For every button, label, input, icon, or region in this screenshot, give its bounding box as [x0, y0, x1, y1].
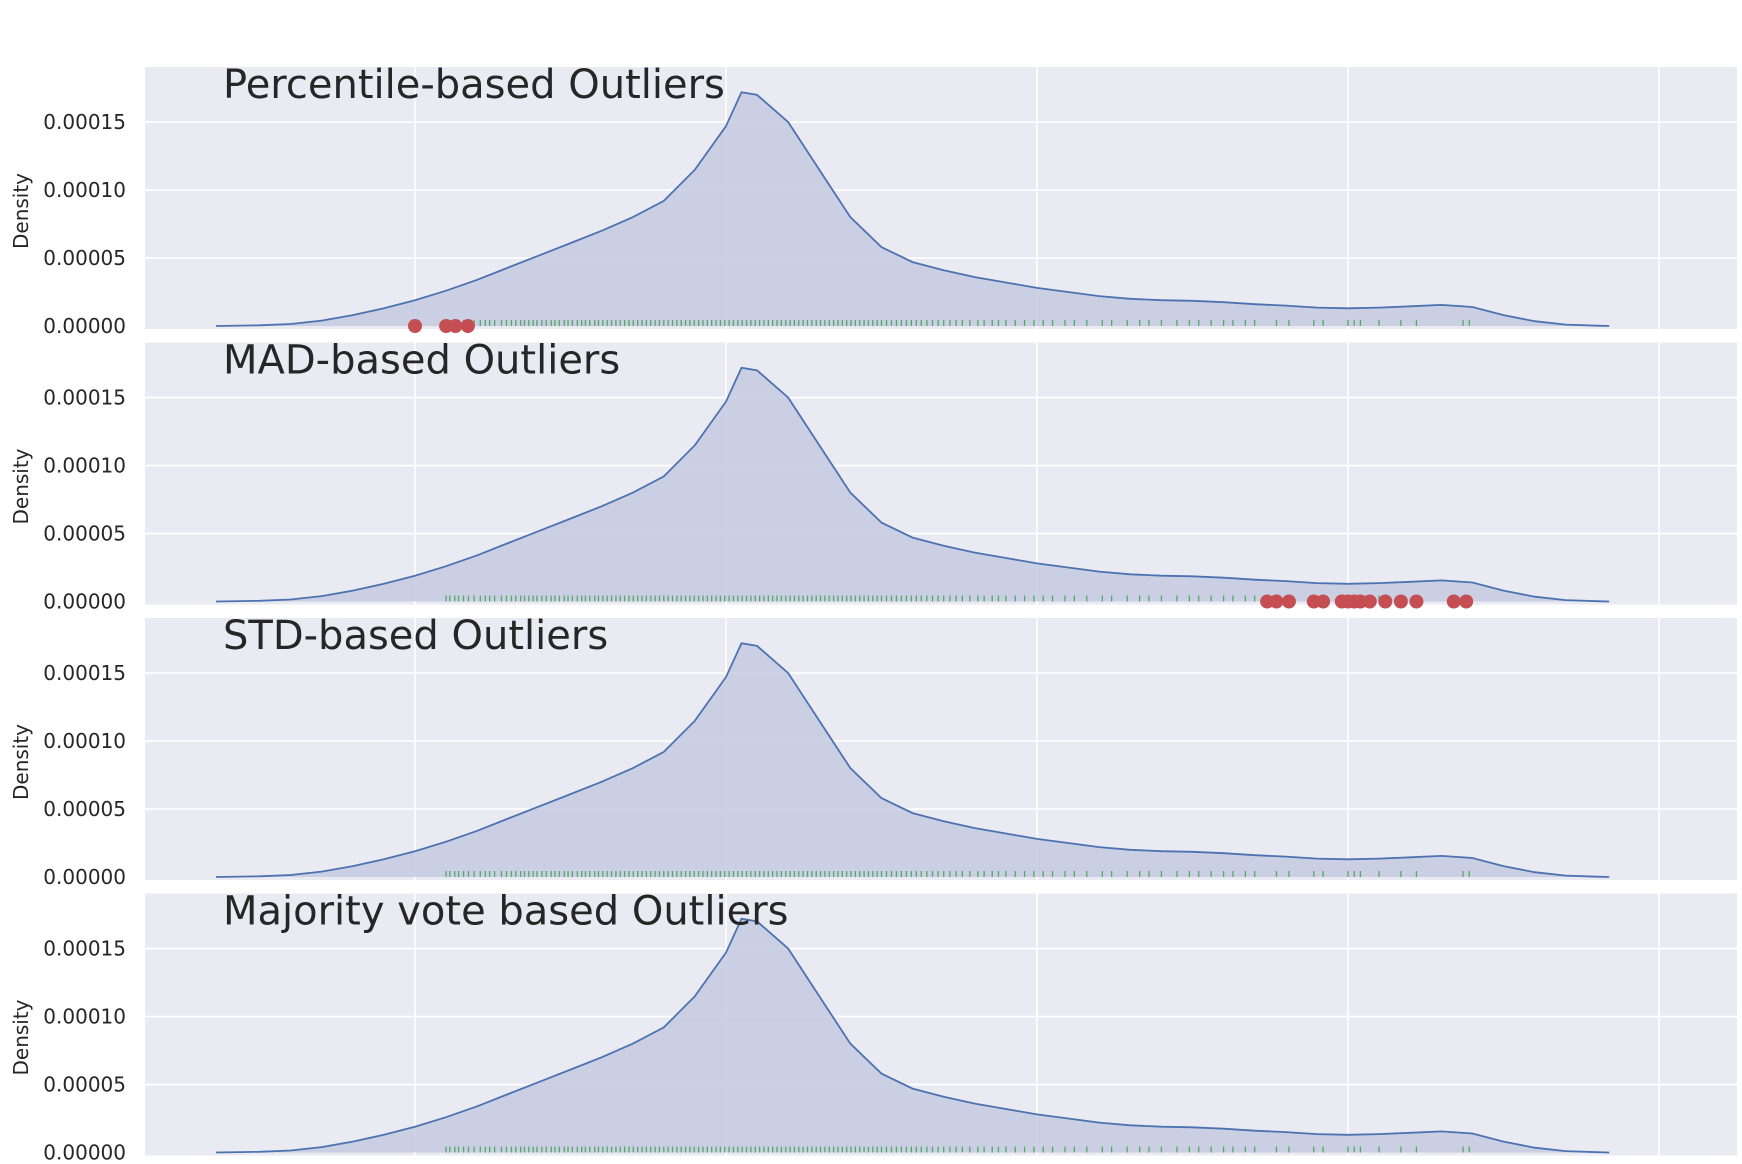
outlier-point — [460, 319, 475, 333]
outlier-point — [1393, 594, 1408, 609]
subplot-title: Percentile-based Outliers — [223, 62, 725, 108]
kde-line — [215, 917, 1610, 1154]
y-axis-label: Density — [9, 724, 33, 800]
y-tick-label: 0.00005 — [43, 522, 126, 546]
y-tick-label: 0.00005 — [43, 246, 126, 270]
y-tick-label: 0.00005 — [43, 797, 126, 821]
outlier-point — [1459, 594, 1474, 609]
y-tick-label: 0.00010 — [43, 454, 126, 478]
subplot-2: 0.000000.000050.000100.00015050001000015… — [9, 338, 1737, 639]
y-tick-label: 0.00000 — [43, 1141, 126, 1164]
outlier-point — [1446, 594, 1461, 609]
subplot-title: Majority vote based Outliers — [223, 889, 789, 935]
y-axis-label: Density — [9, 999, 33, 1075]
kde-line — [215, 91, 1610, 327]
subplot-title: STD-based Outliers — [223, 613, 608, 659]
y-tick-label: 0.00010 — [43, 1005, 126, 1029]
outlier-point — [1281, 594, 1296, 609]
kde-fill — [216, 367, 1610, 602]
outlier-point — [1409, 594, 1424, 609]
y-tick-label: 0.00010 — [43, 729, 126, 753]
y-axis-label: Density — [9, 448, 33, 524]
y-tick-label: 0.00010 — [43, 178, 126, 202]
outlier-point — [448, 319, 463, 333]
subplot-3: 0.000000.000050.000100.00015050001000015… — [9, 613, 1737, 914]
subplot-4: 0.000000.000050.000100.00015050001000015… — [9, 889, 1737, 1164]
y-tick-label: 0.00000 — [43, 865, 126, 889]
outlier-point — [1362, 594, 1377, 609]
kde-fill — [216, 918, 1610, 1153]
y-tick-label: 0.00015 — [43, 110, 126, 134]
subplot-1: 0.000000.000050.000100.00015050001000015… — [9, 62, 1737, 363]
kde-fill — [216, 643, 1610, 877]
kde-line — [215, 366, 1610, 603]
y-tick-label: 0.00015 — [43, 937, 126, 961]
subplot-title: MAD-based Outliers — [223, 338, 620, 384]
kde-line — [215, 642, 1610, 878]
y-tick-label: 0.00000 — [43, 314, 126, 338]
y-tick-label: 0.00000 — [43, 590, 126, 614]
kde-fill — [216, 92, 1610, 326]
y-tick-label: 0.00005 — [43, 1073, 126, 1097]
y-axis-label: Density — [9, 173, 33, 249]
y-tick-label: 0.00015 — [43, 386, 126, 410]
outlier-point — [1269, 594, 1284, 609]
outlier-point — [408, 319, 422, 333]
outlier-point — [1316, 594, 1331, 609]
y-tick-label: 0.00015 — [43, 661, 126, 685]
outlier-point — [1378, 594, 1393, 609]
